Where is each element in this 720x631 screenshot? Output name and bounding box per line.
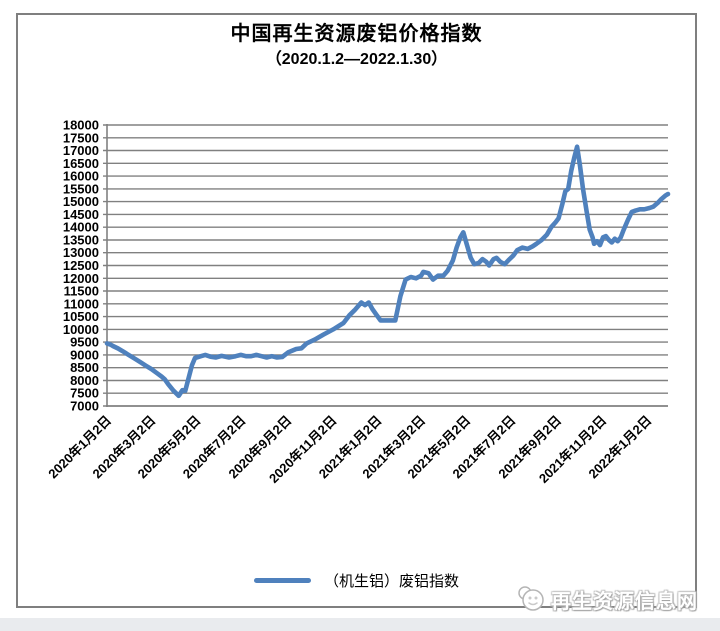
legend-line-swatch bbox=[253, 577, 311, 583]
y-axis-tick-label: 9000 bbox=[70, 347, 99, 362]
chart-title: 中国再生资源废铝价格指数 bbox=[230, 23, 483, 45]
y-axis-tick-label: 18000 bbox=[63, 118, 99, 133]
y-axis-tick-label: 7000 bbox=[70, 399, 99, 414]
y-axis-tick-label: 8000 bbox=[70, 373, 99, 388]
y-axis-tick-label: 15000 bbox=[63, 194, 99, 209]
y-axis-tick-label: 15500 bbox=[63, 181, 99, 196]
y-axis-tick-label: 10000 bbox=[63, 322, 99, 337]
legend-series-label: （机生铝）废铝指数 bbox=[323, 572, 459, 590]
legend: （机生铝）废铝指数 bbox=[16, 569, 697, 591]
y-axis-tick-label: 12500 bbox=[63, 258, 99, 273]
site-watermark: 再生资源信息网 bbox=[515, 584, 698, 614]
y-axis-tick-label: 10500 bbox=[63, 309, 99, 324]
bottom-strip bbox=[0, 618, 720, 631]
y-axis-tick-label: 11500 bbox=[64, 284, 99, 299]
y-axis-tick-label: 14000 bbox=[63, 220, 99, 235]
y-axis-tick-label: 9500 bbox=[70, 335, 99, 350]
y-axis-tick-label: 12000 bbox=[63, 271, 99, 286]
y-axis-tick-label: 16500 bbox=[63, 156, 99, 171]
y-axis-tick-label: 16000 bbox=[63, 169, 99, 184]
y-axis-tick-label: 14500 bbox=[63, 207, 99, 222]
y-axis-tick-label: 7500 bbox=[70, 386, 99, 401]
y-axis-tick-label: 13000 bbox=[63, 245, 99, 260]
site-name: 再生资源信息网 bbox=[551, 590, 698, 613]
y-axis-tick-label: 17500 bbox=[63, 130, 99, 145]
y-axis-tick-label: 11000 bbox=[64, 296, 99, 311]
y-axis-tick-label: 8500 bbox=[70, 360, 99, 375]
price-index-line bbox=[104, 144, 671, 399]
chart-subtitle: （2020.1.2—2022.1.30） bbox=[265, 51, 448, 68]
panda-mascot-icon bbox=[518, 586, 544, 611]
y-axis-tick-label: 13500 bbox=[63, 233, 99, 248]
y-axis-tick-label: 17000 bbox=[63, 143, 99, 158]
